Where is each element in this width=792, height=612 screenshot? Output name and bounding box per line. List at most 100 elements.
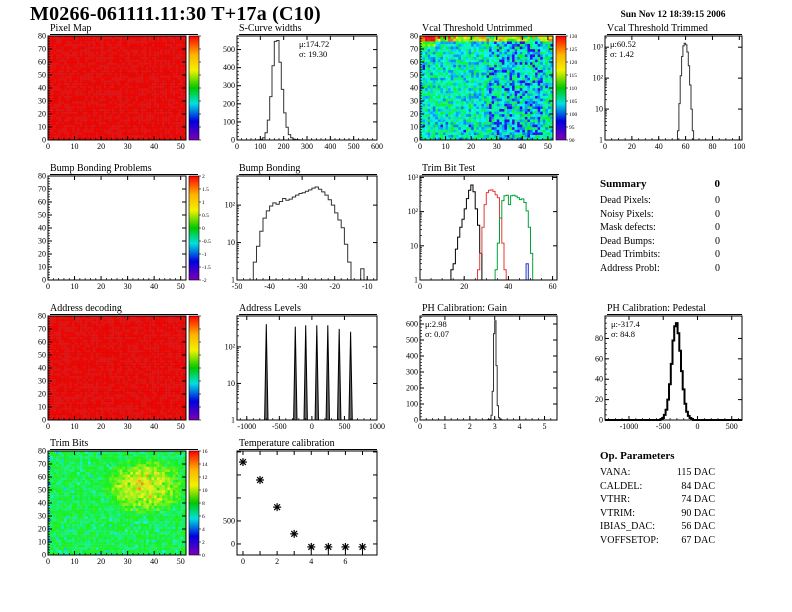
trim-bits-title: Trim Bits xyxy=(50,438,198,450)
svg-text:50: 50 xyxy=(38,211,46,220)
svg-text:10³: 10³ xyxy=(593,43,604,52)
svg-text:-1.5: -1.5 xyxy=(202,265,211,271)
vcal-threshold-untrimmed-plot: 0 10 20 30 40 50 0 10 20 30 40 50 60 70 80 130 125 120 115… xyxy=(410,32,578,152)
svg-text:20: 20 xyxy=(38,250,46,259)
svg-text:40: 40 xyxy=(150,142,158,151)
svg-text:60: 60 xyxy=(549,282,557,291)
svg-text:0: 0 xyxy=(42,136,46,145)
svg-text:40: 40 xyxy=(38,84,46,93)
pixel-map-plot: 0 10 20 30 40 50 0 10 20 30 40 50 60 70 80 xyxy=(38,32,201,151)
svg-text:60: 60 xyxy=(410,58,418,67)
svg-text:10²: 10² xyxy=(593,74,604,83)
svg-text:10: 10 xyxy=(410,123,418,132)
svg-text:100: 100 xyxy=(569,112,578,118)
svg-text:0: 0 xyxy=(202,226,205,232)
summary-row-noisy-pixels: Noisy Pixels: 0 xyxy=(600,208,720,222)
ph-pedestal-sigma: σ: 84.8 xyxy=(611,329,635,339)
svg-text:20: 20 xyxy=(410,110,418,119)
address-levels-title: Address Levels xyxy=(239,303,377,315)
svg-text:400: 400 xyxy=(223,63,235,72)
op-label: VANA: xyxy=(600,467,631,478)
svg-text:50: 50 xyxy=(410,71,418,80)
svg-text:60: 60 xyxy=(682,142,690,151)
svg-text:40: 40 xyxy=(518,142,526,151)
ph-gain-sigma: σ: 0.07 xyxy=(425,329,449,339)
svg-text:40: 40 xyxy=(150,282,158,291)
vcal-trimmed-sigma: σ: 1.42 xyxy=(610,49,634,59)
svg-text:-0.5: -0.5 xyxy=(202,239,211,245)
summary-value: 0 xyxy=(715,262,720,274)
op-value: 74 DAC xyxy=(681,494,715,505)
svg-text:0: 0 xyxy=(603,142,607,151)
svg-text:1: 1 xyxy=(599,136,603,145)
svg-text:1: 1 xyxy=(231,276,235,285)
op-label: VTRIM: xyxy=(600,507,635,519)
svg-text:80: 80 xyxy=(410,32,418,41)
scurve-widths-title: S-Curve widths xyxy=(239,23,377,35)
svg-text:-20: -20 xyxy=(329,282,340,291)
summary-label: Address Probl: xyxy=(600,262,660,274)
svg-text:105: 105 xyxy=(569,99,578,105)
svg-text:70: 70 xyxy=(38,45,46,54)
svg-text:500: 500 xyxy=(223,45,235,54)
svg-text:-30: -30 xyxy=(297,282,308,291)
op-row-voffsetop: VOFFSETOP: 67 DAC xyxy=(600,534,715,548)
svg-text:400: 400 xyxy=(324,142,336,151)
summary-total: 0 xyxy=(714,178,721,190)
op-row-caldel: CALDEL: 84 DAC xyxy=(600,480,715,494)
summary-value: 0 xyxy=(715,195,720,206)
svg-text:0: 0 xyxy=(418,142,422,151)
summary-label: Noisy Pixels: xyxy=(600,208,654,220)
svg-text:115: 115 xyxy=(569,73,577,79)
svg-text:50: 50 xyxy=(544,142,552,151)
svg-text:0: 0 xyxy=(235,142,239,151)
ph-pedestal-stats: μ:-317.4 σ: 84.8 xyxy=(611,319,640,339)
svg-text:500: 500 xyxy=(348,142,360,151)
op-parameters-title: Op. Parameters xyxy=(600,450,675,462)
vcal-trimmed-title: Vcal Threshold Trimmed xyxy=(607,23,742,35)
summary-value: 0 xyxy=(715,249,720,260)
svg-text:110: 110 xyxy=(569,86,577,92)
svg-text:30: 30 xyxy=(493,142,501,151)
summary-label: Dead Trimbits: xyxy=(600,249,661,260)
svg-text:0: 0 xyxy=(42,276,46,285)
svg-text:2: 2 xyxy=(202,174,205,180)
svg-text:200: 200 xyxy=(278,142,290,151)
svg-text:1: 1 xyxy=(414,276,418,285)
svg-text:40: 40 xyxy=(410,84,418,93)
svg-text:20: 20 xyxy=(97,282,105,291)
vcal-trimmed-stats: μ:60.52 σ: 1.42 xyxy=(610,39,636,59)
op-value: 84 DAC xyxy=(681,480,715,492)
svg-text:30: 30 xyxy=(410,97,418,106)
scurve-mu: μ:174.72 xyxy=(299,39,330,49)
pixel-map-title: Pixel Map xyxy=(50,23,198,35)
scurve-sigma: σ: 19.30 xyxy=(299,49,328,59)
svg-text:100: 100 xyxy=(254,142,266,151)
svg-text:60: 60 xyxy=(38,58,46,67)
svg-text:95: 95 xyxy=(569,125,575,131)
svg-text:90: 90 xyxy=(569,138,575,144)
svg-text:0: 0 xyxy=(414,136,418,145)
scurve-stats: μ:174.72 σ: 19.30 xyxy=(299,39,329,59)
svg-text:0: 0 xyxy=(418,282,422,291)
svg-text:50: 50 xyxy=(177,282,185,291)
ph-gain-stats: μ:2.98 σ: 0.07 xyxy=(425,319,449,339)
svg-text:20: 20 xyxy=(97,142,105,151)
op-row-vtrim: VTRIM: 90 DAC xyxy=(600,507,715,521)
svg-text:10: 10 xyxy=(595,105,603,114)
summary-label: Dead Pixels: xyxy=(600,195,651,206)
bump-problems-title: Bump Bonding Problems xyxy=(50,163,198,175)
summary-label: Dead Bumps: xyxy=(600,235,655,247)
svg-text:10: 10 xyxy=(410,241,418,250)
op-label: VOFFSETOP: xyxy=(600,534,659,546)
svg-text:0: 0 xyxy=(231,136,235,145)
svg-text:0: 0 xyxy=(46,142,50,151)
summary-row-dead-bumps: Dead Bumps: 0 xyxy=(600,235,720,249)
svg-text:-50: -50 xyxy=(232,282,243,291)
